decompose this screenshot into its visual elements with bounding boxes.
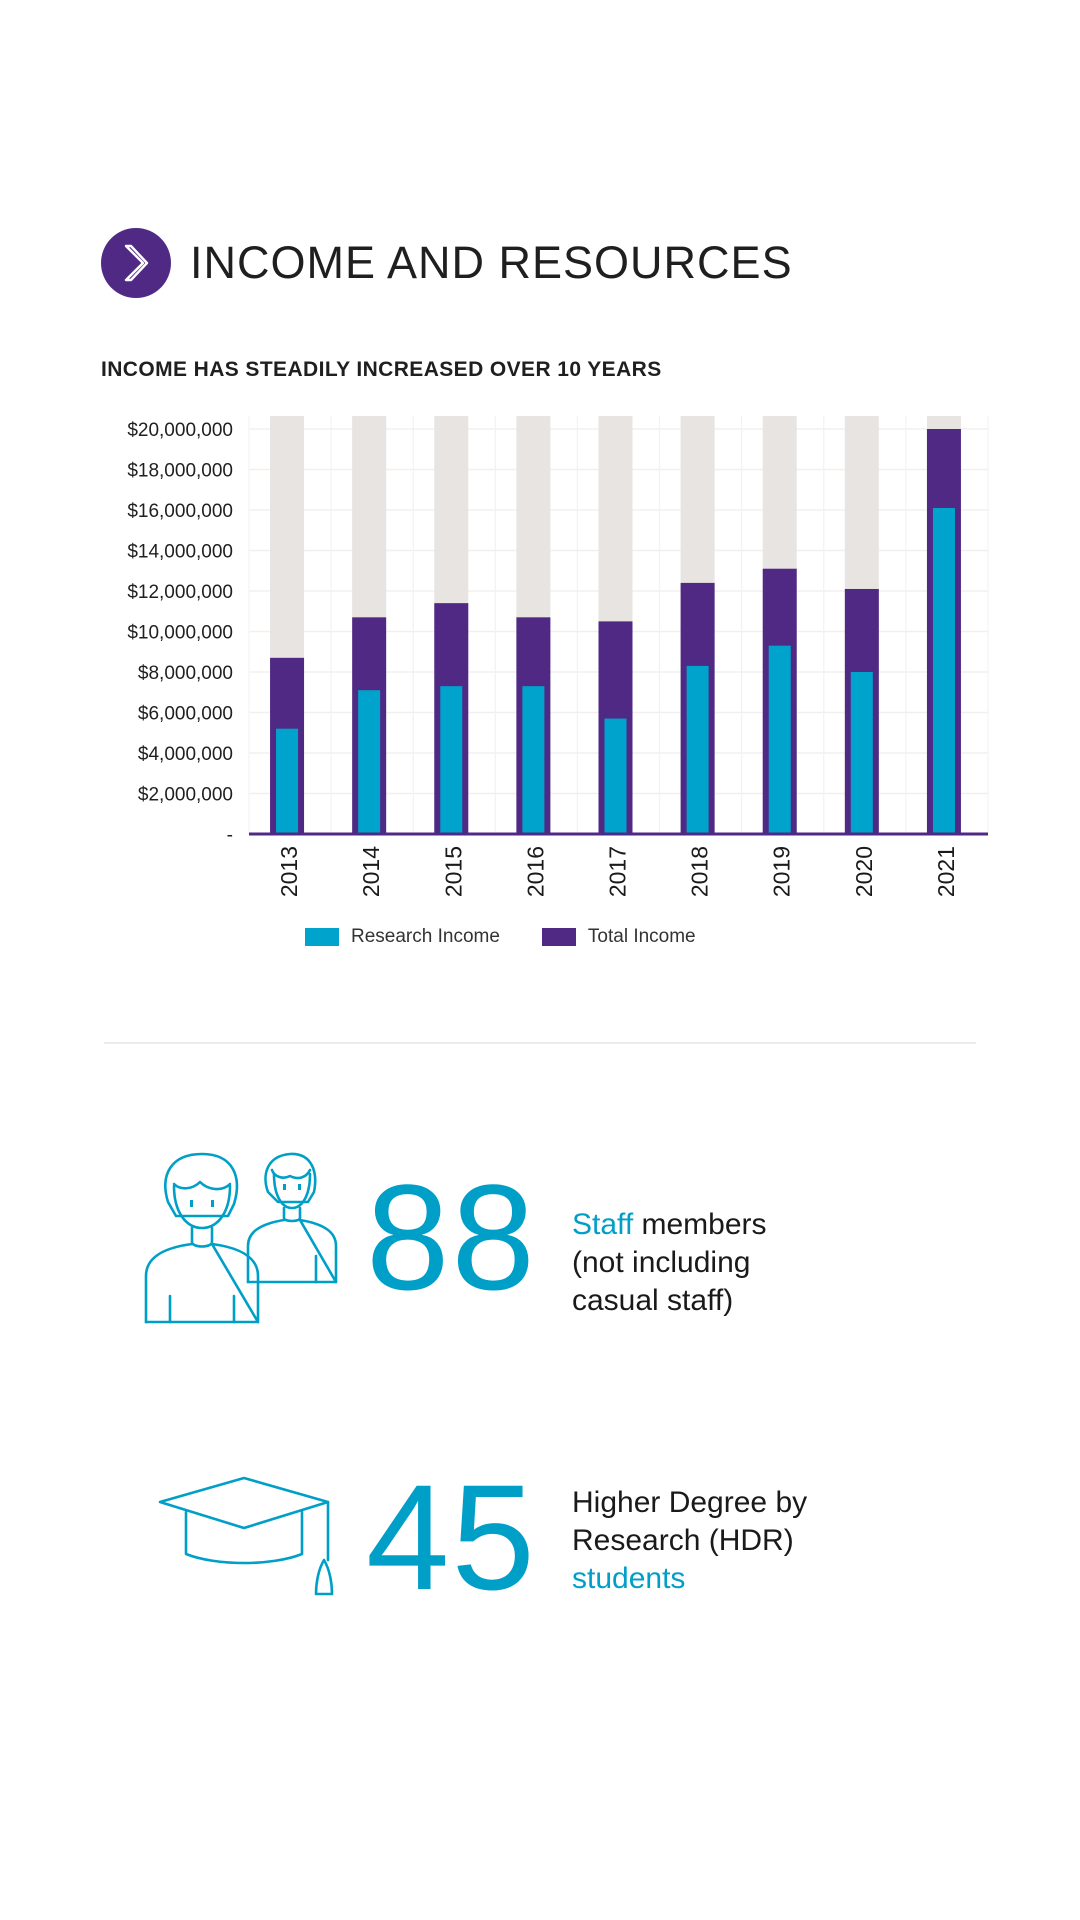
x-tick-label: 2015 <box>440 846 466 897</box>
y-tick-label: $16,000,000 <box>127 501 233 522</box>
y-tick-label: - <box>227 825 233 846</box>
x-tick-label: 2016 <box>522 846 548 897</box>
stat-hdr-line-1: Higher Degree by <box>572 1486 808 1519</box>
income-chart: 2013 2014 2015 2016 2017 2018 2019 2020 2021 - $2,… <box>127 416 989 897</box>
x-tick-label: 2020 <box>851 846 877 897</box>
bar-research-2014 <box>358 690 381 834</box>
y-tick-label: $4,000,000 <box>138 744 233 765</box>
y-tick-label: $12,000,000 <box>127 582 233 603</box>
legend-item-total: Total Income <box>541 926 696 948</box>
bar-research-2020 <box>850 672 873 834</box>
bar-research-2016 <box>522 686 545 834</box>
x-tick-label: 2018 <box>687 846 713 897</box>
stat-staff: 88 Staff members (not including casual s… <box>0 1140 1080 1340</box>
bar-research-2013 <box>276 728 299 834</box>
stat-hdr: 45 Higher Degree by Research (HDR) stude… <box>0 1462 1080 1612</box>
chevron-right-icon <box>124 244 149 282</box>
x-tick-label: 2017 <box>605 846 631 897</box>
x-tick-label: 2019 <box>769 846 795 897</box>
legend-swatch-total <box>541 928 576 946</box>
stat-staff-line-3: casual staff) <box>572 1284 734 1317</box>
graduation-cap-icon <box>158 1476 334 1596</box>
stat-staff-line-2: (not including <box>572 1246 751 1279</box>
stat-staff-number: 88 <box>366 1153 537 1321</box>
stat-hdr-description: Higher Degree by Research (HDR) students <box>572 1484 912 1598</box>
bar-research-2015 <box>440 686 463 834</box>
legend-swatch-research <box>305 928 339 946</box>
y-tick-label: $18,000,000 <box>127 461 233 482</box>
section-badge <box>101 228 171 298</box>
bar-research-2017 <box>604 718 627 834</box>
y-tick-label: $14,000,000 <box>127 542 233 563</box>
page-title: INCOME AND RESOURCES <box>190 237 793 288</box>
y-tick-label: $2,000,000 <box>138 785 233 806</box>
section-header: INCOME AND RESOURCES <box>101 228 793 298</box>
y-tick-label: $8,000,000 <box>138 663 233 684</box>
y-tick-label: $20,000,000 <box>127 420 233 441</box>
section-divider <box>104 1042 976 1044</box>
legend-item-research: Research Income <box>305 926 500 948</box>
x-tick-label: 2021 <box>933 846 959 897</box>
bar-research-2019 <box>768 645 791 834</box>
stat-staff-description: Staff members (not including casual staf… <box>572 1206 902 1320</box>
bar-research-2018 <box>686 665 709 834</box>
staff-people-icon <box>144 1152 338 1324</box>
x-tick-label: 2013 <box>276 846 302 897</box>
stat-staff-line-1: Staff members <box>572 1206 902 1244</box>
chart-title: INCOME HAS STEADILY INCREASED OVER 10 YE… <box>101 358 662 381</box>
chart-legend: Research Income Total Income <box>305 926 738 948</box>
legend-label-research: Research Income <box>351 926 500 947</box>
stat-hdr-line-2: Research (HDR) <box>572 1524 794 1557</box>
stat-staff-accent: Staff <box>572 1208 634 1241</box>
y-tick-label: $10,000,000 <box>127 623 233 644</box>
y-tick-label: $6,000,000 <box>138 704 233 725</box>
stat-hdr-number: 45 <box>366 1453 537 1621</box>
stat-hdr-accent: students <box>572 1562 686 1595</box>
x-tick-label: 2014 <box>358 846 384 897</box>
bar-research-2021 <box>932 507 955 834</box>
stat-staff-line-1-rest: members <box>633 1208 767 1241</box>
legend-label-total: Total Income <box>587 926 696 947</box>
